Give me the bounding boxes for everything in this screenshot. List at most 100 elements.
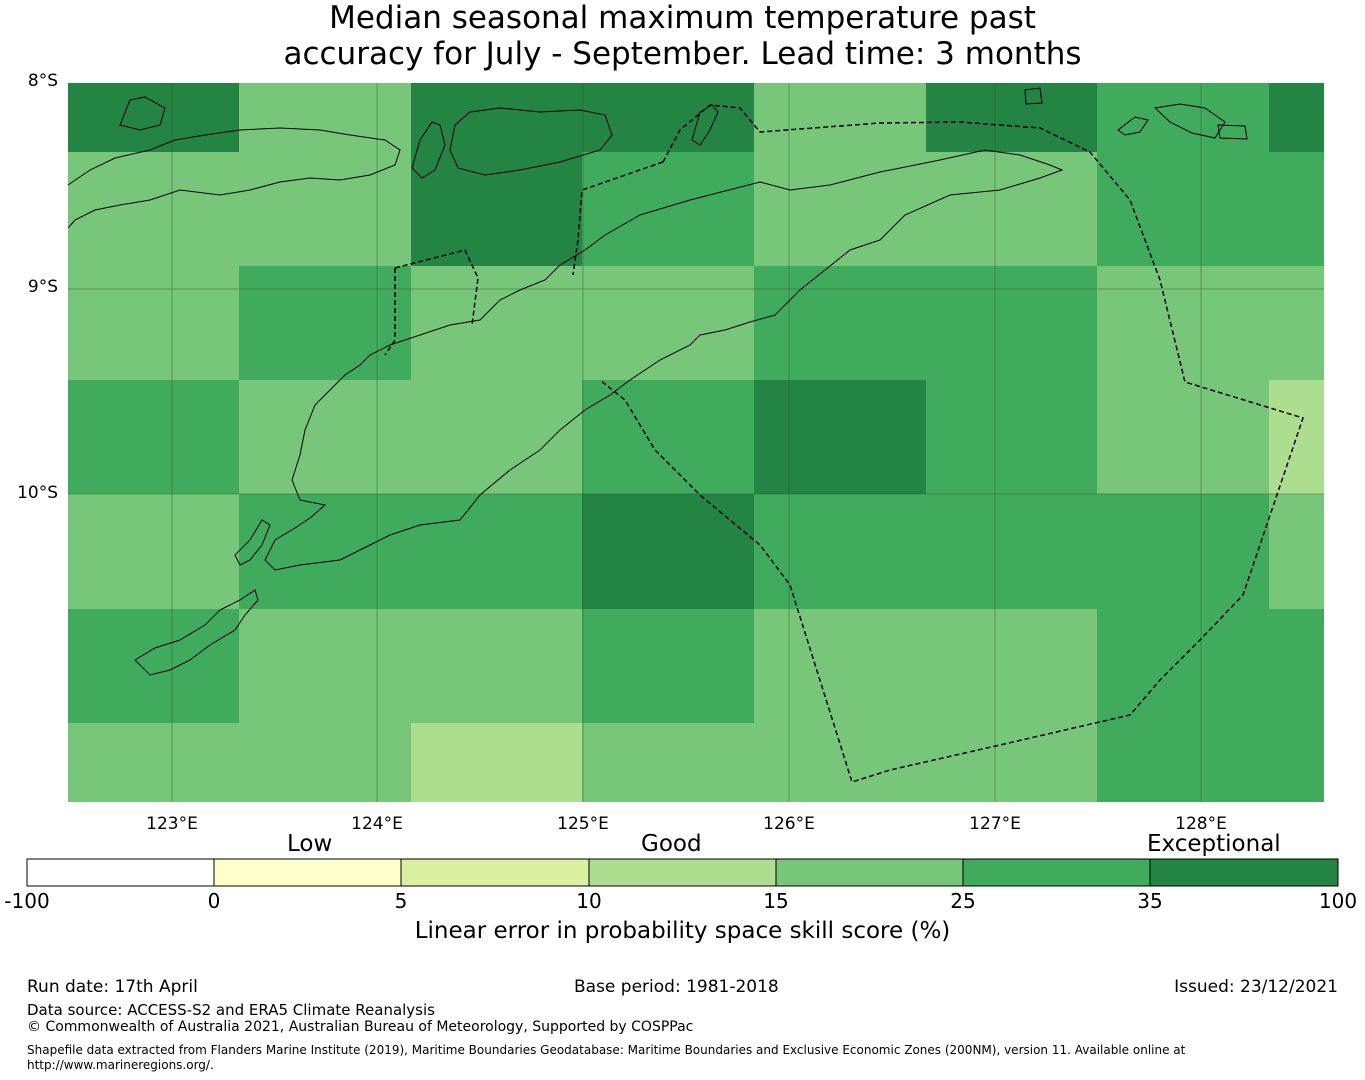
skill-cell <box>1269 380 1324 494</box>
skill-cell <box>582 266 754 380</box>
skill-cell <box>582 723 754 802</box>
kisar-coastline <box>1024 87 1043 105</box>
skill-cell <box>926 266 1097 380</box>
skill-cell <box>582 494 754 609</box>
data-source: Data source: ACCESS-S2 and ERA5 Climate … <box>27 1001 435 1019</box>
timor-leste-eez-boundary <box>599 104 1304 783</box>
skill-cell <box>239 723 411 802</box>
skill-cell <box>1097 380 1269 494</box>
lat-label-8s: 8°S <box>27 71 58 91</box>
colorbar-segment <box>400 858 590 887</box>
colorbar-segment <box>588 858 777 887</box>
lon-label-126e: 126°E <box>763 814 815 834</box>
colorbar-tick: 10 <box>576 889 602 913</box>
skill-cell <box>68 494 239 609</box>
chart-title: Median seasonal maximum temperature past… <box>0 0 1365 72</box>
oecusse-eez-boundary <box>384 249 479 356</box>
lon-label-123e: 123°E <box>146 814 198 834</box>
skill-cell <box>239 152 411 266</box>
skill-cell <box>1097 494 1269 609</box>
colorbar-tick: 35 <box>1137 889 1163 913</box>
skill-cell <box>582 83 754 152</box>
moa-coastline <box>1153 103 1226 139</box>
category-good: Good <box>641 831 702 857</box>
shapefile-credit-line-1: Shapefile data extracted from Flanders M… <box>27 1043 1186 1057</box>
west-boundary-segment <box>572 161 664 276</box>
colorbar-segment <box>1149 858 1339 887</box>
skill-cell <box>754 380 926 494</box>
skill-cell <box>582 380 754 494</box>
skill-cell <box>1269 266 1324 380</box>
wetar-coastline <box>449 107 613 176</box>
skill-cell <box>411 609 582 723</box>
skill-cell <box>1269 83 1324 152</box>
skill-cell <box>68 380 239 494</box>
skill-cell <box>411 380 582 494</box>
skill-cell <box>754 609 926 723</box>
skill-cell <box>411 266 582 380</box>
skill-cell <box>582 609 754 723</box>
rote-coastline <box>234 519 271 566</box>
flores-coastline <box>67 127 401 229</box>
colorbar-segment <box>962 858 1151 887</box>
maritime-boundaries <box>384 104 1304 783</box>
colorbar-segment <box>213 858 402 887</box>
lon-label-124e: 124°E <box>351 814 403 834</box>
skill-cell <box>239 266 411 380</box>
skill-cell <box>1097 266 1269 380</box>
skill-cell <box>411 723 582 802</box>
skill-cell <box>754 152 926 266</box>
lakor-coastline <box>1217 124 1248 140</box>
lon-label-128e: 128°E <box>1175 814 1227 834</box>
skill-cell <box>926 494 1097 609</box>
skill-cell <box>1097 152 1269 266</box>
colorbar-tick: 100 <box>1318 889 1358 913</box>
base-period: Base period: 1981-2018 <box>574 977 779 997</box>
skill-cell <box>411 83 582 152</box>
atauro-coastline <box>691 104 719 146</box>
skill-cell <box>926 152 1097 266</box>
solor-coastline <box>119 96 166 131</box>
coastline <box>67 87 1248 676</box>
title-line-1: Median seasonal maximum temperature past <box>329 0 1036 36</box>
copyright: © Commonwealth of Australia 2021, Austra… <box>27 1019 694 1035</box>
skill-cell <box>754 266 926 380</box>
leti-coastline <box>1117 116 1149 136</box>
skill-cell <box>239 609 411 723</box>
lat-label-9s: 9°S <box>27 277 58 297</box>
skill-cell <box>1269 723 1324 802</box>
colorbar-segment <box>26 858 215 887</box>
skill-cell <box>926 83 1097 152</box>
skill-cell <box>1097 609 1269 723</box>
skill-cell <box>68 723 239 802</box>
skill-cell <box>926 723 1097 802</box>
skill-cell <box>411 494 582 609</box>
colorbar-tick: 0 <box>207 889 221 913</box>
colorbar-tick: -100 <box>4 889 50 913</box>
skill-cell <box>68 266 239 380</box>
colorbar-tick: 25 <box>950 889 976 913</box>
run-date: Run date: 17th April <box>27 977 198 997</box>
skill-cell <box>1269 494 1324 609</box>
skill-cell <box>926 380 1097 494</box>
skill-cell <box>1097 83 1269 152</box>
lat-label-10s: 10°S <box>17 483 58 503</box>
skill-cell <box>239 380 411 494</box>
lon-label-125e: 125°E <box>557 814 609 834</box>
colorbar-tick: 5 <box>394 889 408 913</box>
lon-label-127e: 127°E <box>969 814 1021 834</box>
timor-coastline <box>264 149 1064 571</box>
skill-cell <box>754 83 926 152</box>
skill-grid <box>68 83 1324 802</box>
skill-cell <box>239 83 411 152</box>
skill-cell <box>1269 152 1324 266</box>
skill-cell <box>754 723 926 802</box>
shapefile-credit: Shapefile data extracted from Flanders M… <box>27 1043 1347 1073</box>
issued-date: Issued: 23/12/2021 <box>1174 977 1338 997</box>
skill-cell <box>1269 609 1324 723</box>
title-line-2: accuracy for July - September. Lead time… <box>283 36 1082 72</box>
colorbar-label: Linear error in probability space skill … <box>414 918 951 944</box>
skill-cell <box>1097 723 1269 802</box>
category-exceptional: Exceptional <box>1147 831 1281 857</box>
